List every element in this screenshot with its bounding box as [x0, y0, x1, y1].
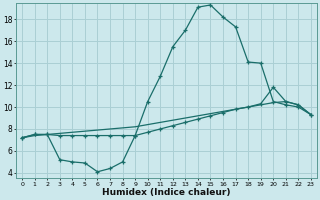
X-axis label: Humidex (Indice chaleur): Humidex (Indice chaleur): [102, 188, 231, 197]
